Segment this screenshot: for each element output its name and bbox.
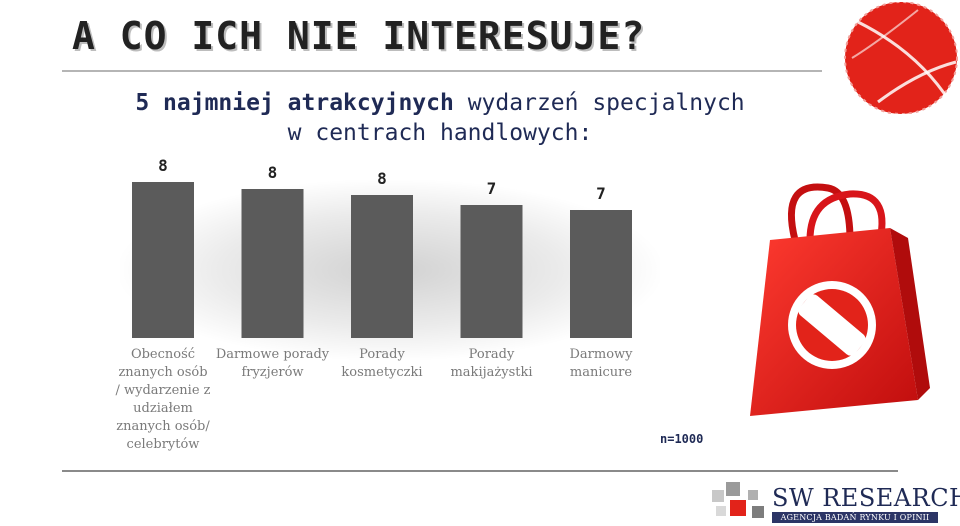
logo-cubes-icon: [712, 482, 764, 518]
bar-1: [132, 182, 194, 338]
bar-2: [241, 189, 304, 338]
category-label-2: Darmowe porady fryzjerów: [215, 347, 330, 380]
value-label-3: 8: [377, 169, 387, 188]
category-label-4: Porady makijażystki: [450, 347, 533, 380]
shopping-bag-icon: [750, 183, 930, 416]
subtitle-line2: w centrach handlowych:: [287, 120, 593, 146]
value-label-4: 7: [486, 179, 497, 198]
logo-tagline: AGENCJA BADAŃ RYNKU I OPINII: [772, 512, 938, 523]
no-entry-icon: [788, 281, 876, 369]
bar-4: [460, 205, 523, 338]
logo-text: SW RESEARCH: [772, 484, 960, 512]
subtitle: 5 najmniej atrakcyjnych wydarzeń specjal…: [60, 88, 820, 148]
subtitle-strong: 5 najmniej atrakcyjnych: [135, 90, 454, 116]
bar-5: [570, 210, 632, 338]
category-label-1: Obecność znanych osób / wydarzenie z udz…: [115, 347, 211, 452]
page-title: A CO ICH NIE INTERESUJE?: [72, 14, 646, 58]
value-label-5: 7: [596, 184, 606, 203]
stamp-circle-icon: [844, 2, 958, 114]
subtitle-rest: wydarzeń specjalnych: [467, 90, 745, 116]
title-divider: [62, 70, 822, 72]
category-label-3: Porady kosmetyczki: [341, 347, 423, 380]
sample-size-label: n=1000: [660, 432, 704, 446]
bottom-divider: [62, 470, 898, 472]
value-label-1: 8: [158, 156, 168, 175]
bar-3: [351, 195, 413, 338]
value-label-2: 8: [267, 163, 278, 182]
category-label-5: Darmowy manicure: [569, 347, 633, 380]
